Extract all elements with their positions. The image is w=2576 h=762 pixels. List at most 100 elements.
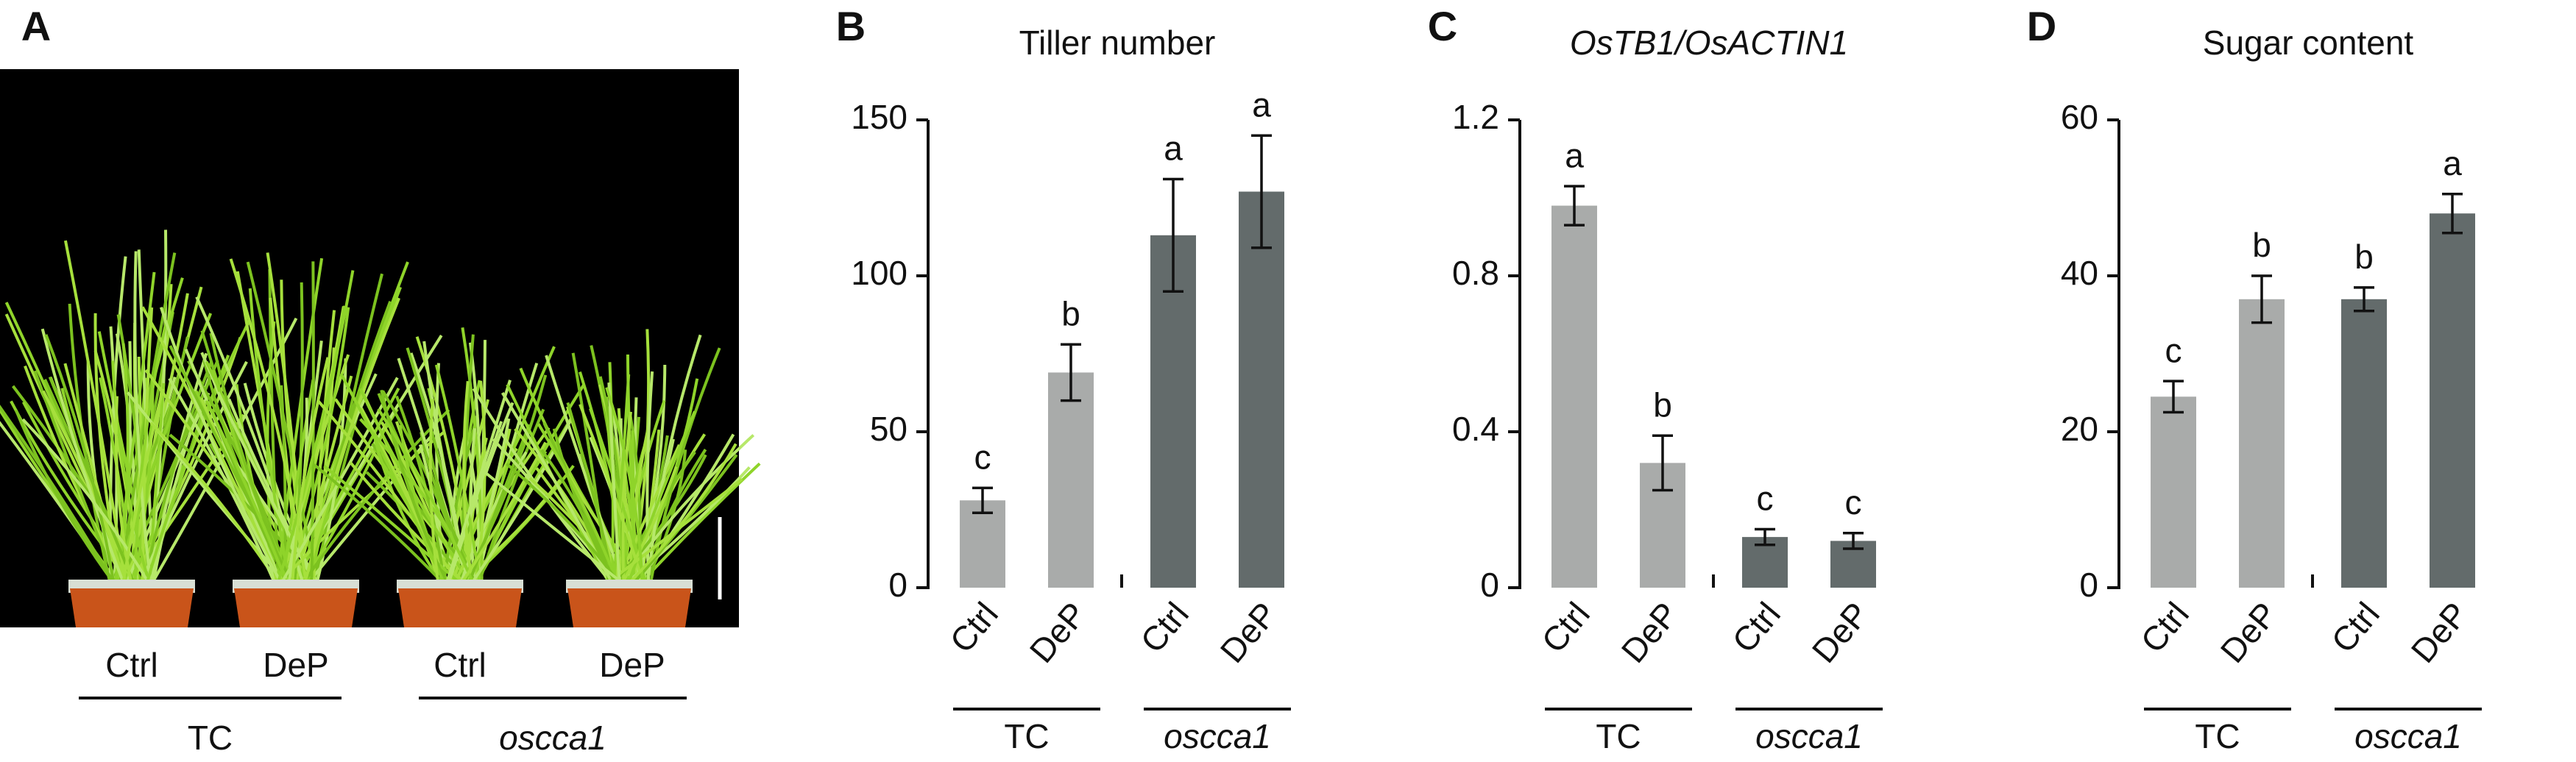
error-bar [972, 486, 993, 514]
chart-title: OsTB1/OsACTIN1 [1570, 24, 1848, 62]
group-label: oscca1 [1164, 717, 1271, 755]
leaf [621, 466, 678, 584]
leaf [40, 328, 125, 583]
leaf [645, 371, 654, 583]
chart-title: Sugar content [2203, 24, 2414, 62]
leaf [607, 382, 621, 583]
leaf [0, 405, 115, 584]
panel-letter: D [2027, 3, 2056, 49]
leaf [621, 411, 633, 583]
bar [1551, 205, 1597, 588]
category-label: Ctrl [434, 646, 486, 684]
leaf [462, 381, 473, 583]
leaf [467, 424, 531, 583]
chart-title: Tiller number [1019, 24, 1216, 62]
bar [1048, 372, 1094, 588]
error-bar [2442, 192, 2463, 235]
leaf [442, 414, 479, 583]
pot [234, 588, 358, 627]
bar [2239, 299, 2285, 588]
leaf [434, 364, 481, 583]
leaf [313, 463, 444, 584]
x-tick-label: DeP [1213, 595, 1284, 670]
bar [2341, 299, 2387, 588]
leaf [377, 407, 475, 583]
leaf [428, 399, 440, 583]
x-tick-label: DeP [2213, 595, 2285, 670]
significance-letter: a [1565, 136, 1584, 174]
significance-letter: c [1845, 483, 1862, 521]
error-bar [1652, 434, 1673, 492]
leaf [169, 433, 319, 584]
y-tick-label: 0 [2079, 566, 2098, 604]
error-bar [1163, 177, 1183, 293]
panel-letter: B [836, 3, 866, 49]
significance-letter: a [1164, 129, 1183, 168]
x-tick-label: DeP [1805, 595, 1876, 670]
y-tick-label: 0 [1480, 566, 1499, 604]
leaf [44, 334, 116, 583]
leaf [481, 469, 623, 584]
leaf [461, 441, 547, 584]
leaf [111, 360, 151, 583]
leaf [537, 423, 619, 583]
x-tick-label: DeP [1022, 595, 1094, 670]
leaf [21, 418, 150, 584]
leaf [445, 380, 512, 583]
leaf [14, 409, 115, 584]
significance-letter: c [974, 438, 991, 476]
leaf [279, 430, 445, 584]
bar [2151, 396, 2196, 588]
leaf [121, 388, 165, 583]
error-bar [2163, 380, 2184, 414]
x-tick-label: DeP [2404, 595, 2475, 670]
panel-letter: C [1428, 3, 1457, 49]
y-tick-label: 100 [851, 254, 907, 292]
y-tick-label: 1.2 [1452, 98, 1499, 136]
y-tick-label: 20 [2061, 410, 2098, 448]
y-tick-label: 60 [2061, 98, 2098, 136]
group-label: TC [188, 719, 233, 757]
x-tick-label: Ctrl [2133, 595, 2196, 660]
leaf [168, 377, 276, 583]
category-label: Ctrl [105, 646, 158, 684]
y-tick-label: 40 [2061, 254, 2098, 292]
bar [2430, 213, 2475, 588]
leaf [291, 357, 330, 583]
category-label: DeP [599, 646, 665, 684]
leaf [229, 258, 308, 583]
leaf [134, 321, 168, 583]
leaf [373, 439, 442, 584]
leaf [141, 306, 281, 583]
x-tick-label: Ctrl [1724, 595, 1788, 660]
significance-letter: b [2252, 226, 2271, 264]
y-tick-label: 150 [851, 98, 907, 136]
y-tick-label: 0 [888, 566, 907, 604]
group-label: oscca1 [2354, 717, 2462, 755]
significance-letter: a [1252, 85, 1271, 124]
pot [398, 588, 522, 627]
leaf [629, 443, 737, 584]
y-tick-label: 0.4 [1452, 410, 1499, 448]
x-tick-label: Ctrl [2324, 595, 2387, 660]
bar [1239, 191, 1284, 588]
y-tick-label: 0.8 [1452, 254, 1499, 292]
leaf [303, 297, 400, 583]
leaf [248, 288, 291, 583]
pot [567, 588, 691, 627]
leaf [612, 374, 631, 583]
error-bar [1251, 134, 1272, 249]
leaf [266, 252, 308, 583]
y-tick-label: 50 [870, 410, 907, 448]
leaf [505, 463, 620, 584]
leaf [339, 373, 445, 583]
panel-letter: A [21, 3, 51, 49]
category-label: DeP [263, 646, 328, 684]
leaf [470, 419, 573, 584]
leaf [133, 251, 152, 583]
leaf [605, 387, 644, 583]
significance-letter: b [1653, 385, 1672, 424]
bar [1150, 235, 1196, 588]
leaf [302, 408, 450, 584]
